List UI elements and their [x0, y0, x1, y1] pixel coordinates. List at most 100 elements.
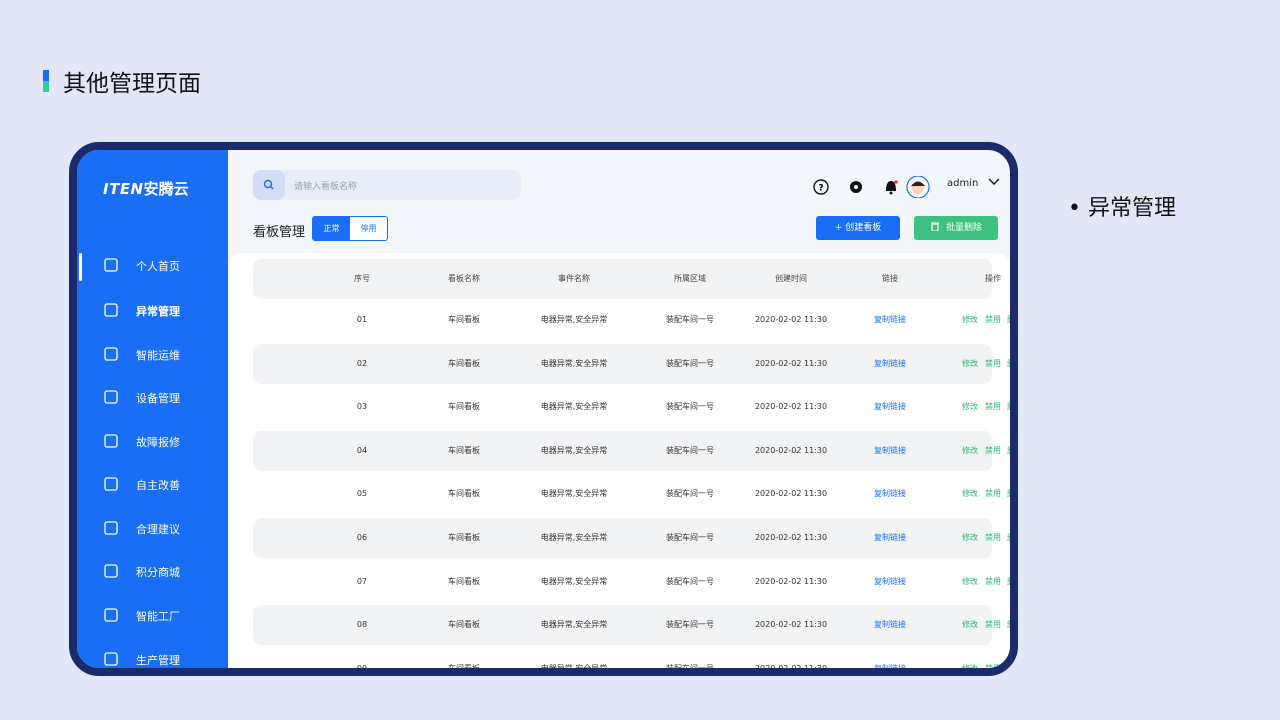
table-row: 02 车间看板 电器异常,安全异常 装配车间一号 2020-02-02 11:30 复制链… [253, 343, 1010, 384]
svg-text:?: ? [818, 184, 823, 194]
search-button[interactable] [253, 170, 285, 200]
action-link[interactable]: 禁用 [985, 620, 1001, 630]
create-button[interactable]: + 创建看板 [816, 216, 900, 240]
cell: 装配车间一号 [666, 315, 714, 324]
header-cell: 看板名称 [448, 274, 480, 283]
action-link[interactable]: 删除 [1007, 315, 1015, 324]
action-link[interactable]: 删除 [1007, 445, 1015, 455]
cell: 车间看板 [448, 663, 480, 673]
cell: 电器异常,安全异常 [540, 358, 608, 368]
nav-item[interactable]: 自主改善 [77, 469, 228, 499]
action-link[interactable]: 修改 [962, 402, 978, 412]
nav-icon [104, 390, 118, 404]
action-link[interactable]: 修改 [962, 445, 978, 455]
action-link[interactable]: 修改 [962, 576, 978, 586]
nav-icon [104, 303, 118, 317]
table-row: 05 车间看板 电器异常,安全异常 装配车间一号 2020-02-02 11:30 复制链… [253, 474, 1010, 515]
cell: 车间看板 [448, 620, 480, 630]
cell: 电器异常,安全异常 [540, 402, 608, 412]
cell: 05 [356, 489, 368, 499]
nav-item[interactable]: 合理建议 [77, 513, 228, 543]
toggle-normal[interactable]: 正常 [313, 217, 350, 240]
copy-link[interactable]: 复制链接 [874, 315, 906, 324]
copy-link[interactable]: 复制链接 [874, 358, 906, 368]
logo-name: 安腾云 [143, 180, 189, 198]
table-row: 07 车间看板 电器异常,安全异常 装配车间一号 2020-02-02 11:30 复制链… [253, 561, 1010, 602]
active-indicator [79, 253, 82, 281]
nav-item[interactable]: 设备管理 [77, 382, 228, 412]
cell: 装配车间一号 [666, 533, 714, 542]
delete-text: 批量删除 [945, 223, 982, 233]
action-link[interactable]: 禁用 [985, 533, 1001, 542]
nav-label: 故障报修 [136, 436, 180, 449]
section-title: 看板管理 [253, 225, 306, 240]
action-link[interactable]: 删除 [1007, 663, 1015, 673]
action-link[interactable]: 修改 [962, 358, 978, 368]
header-cell: 操作 [985, 274, 1001, 283]
cell: 装配车间一号 [666, 489, 714, 499]
nav-label: 智能工厂 [136, 610, 180, 623]
action-link[interactable]: 禁用 [985, 489, 1001, 499]
nav-label: 个人首页 [136, 260, 180, 273]
cell: 2020-02-02 11:30 [754, 489, 828, 499]
nav-icon [104, 652, 118, 666]
table-card: 序号看板名称事件名称所属区域创建时间链接操作⋮01车间看板电器异常,安全异常装配… [228, 253, 1010, 673]
copy-link[interactable]: 复制链接 [874, 620, 906, 630]
nav-item[interactable]: 智能工厂 [77, 600, 228, 630]
nav-item[interactable]: 积分商城 [77, 556, 228, 586]
toolbar-icons[interactable]: ? [810, 176, 930, 198]
action-link[interactable]: 修改 [962, 620, 978, 630]
action-link[interactable]: 修改 [962, 315, 978, 324]
cell: 装配车间一号 [666, 402, 714, 412]
nav-icon [104, 521, 118, 535]
cell: 装配车间一号 [666, 445, 714, 455]
copy-link[interactable]: 复制链接 [874, 663, 906, 673]
copy-link[interactable]: 复制链接 [874, 402, 906, 412]
copy-link[interactable]: 复制链接 [874, 445, 906, 455]
trash-icon [930, 222, 939, 232]
dropdown-icon [988, 178, 1000, 185]
action-link[interactable]: 禁用 [985, 402, 1001, 412]
status-toggle: 正常 停用 [312, 216, 388, 241]
cell: 02 [356, 358, 368, 368]
copy-link[interactable]: 复制链接 [874, 576, 906, 586]
table-row: 06 车间看板 电器异常,安全异常 装配车间一号 2020-02-02 11:30 复制链… [253, 518, 1010, 558]
action-link[interactable]: 删除 [1007, 533, 1015, 542]
action-link[interactable]: 删除 [1007, 576, 1015, 586]
action-link[interactable]: 禁用 [985, 358, 1001, 368]
search-box[interactable]: 请输入看板名称 [253, 170, 521, 200]
action-link[interactable]: 删除 [1007, 402, 1015, 412]
table-row: 04 车间看板 电器异常,安全异常 装配车间一号 2020-02-02 11:30 复制链… [253, 430, 1010, 471]
toggle-disabled[interactable]: 停用 [360, 224, 377, 233]
header-cell: 序号 [354, 274, 370, 283]
user-name[interactable]: admin [947, 178, 1000, 189]
action-link[interactable]: 删除 [1007, 489, 1015, 499]
copy-link[interactable]: 复制链接 [874, 489, 906, 499]
action-link[interactable]: 删除 [1007, 620, 1015, 630]
action-link[interactable]: 禁用 [985, 576, 1001, 586]
nav-label: 异常管理 [136, 305, 180, 318]
header-cell: 创建时间 [775, 274, 807, 283]
copy-link[interactable]: 复制链接 [874, 533, 906, 542]
user-text: admin [947, 178, 979, 189]
action-link[interactable]: 修改 [962, 663, 978, 673]
cell: 车间看板 [448, 402, 480, 412]
nav-icon [104, 477, 118, 491]
cell: 车间看板 [448, 533, 480, 542]
nav-item[interactable]: 生产管理 [77, 644, 228, 668]
cell: 2020-02-02 11:30 [754, 533, 828, 542]
sidebar: ITEN安腾云 个人首页 异常管理 智能运维 设备管理 故障报修 自主改善 合理建议 积分商城… [77, 150, 228, 668]
nav-item[interactable]: 故障报修 [77, 426, 228, 456]
action-link[interactable]: 修改 [962, 489, 978, 499]
cell: 电器异常,安全异常 [540, 445, 608, 455]
nav-item[interactable]: 智能运维 [77, 339, 228, 369]
nav-item[interactable]: 异常管理 [77, 295, 228, 325]
action-link[interactable]: 禁用 [985, 663, 1001, 673]
delete-button[interactable]: 批量删除 [914, 216, 998, 240]
page-title: 其他管理页面 [63, 71, 201, 97]
action-link[interactable]: 禁用 [985, 445, 1001, 455]
action-link[interactable]: 修改 [962, 533, 978, 542]
action-link[interactable]: 删除 [1007, 358, 1015, 368]
nav-item[interactable]: 个人首页 [77, 250, 228, 280]
action-link[interactable]: 禁用 [985, 315, 1001, 324]
